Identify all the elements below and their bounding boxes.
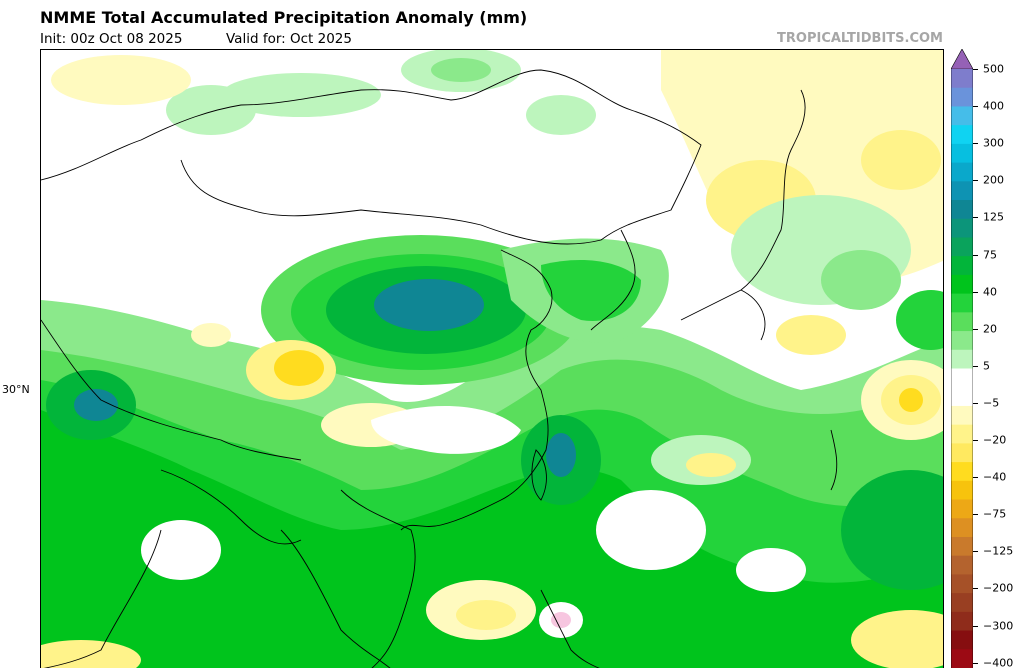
colorbar-segment: [951, 424, 973, 444]
colorbar-tick: [973, 402, 978, 404]
colorbar-segment: [951, 218, 973, 238]
colorbar-segment: [951, 387, 973, 407]
colorbar-segment: [951, 162, 973, 182]
colorbar-segment: [951, 69, 973, 89]
colorbar-tick: [973, 551, 978, 553]
colorbar: [950, 48, 974, 669]
colorbar-tick: [973, 588, 978, 590]
colorbar-tick-label: −75: [983, 507, 1007, 521]
colorbar-segment: [951, 480, 973, 501]
colorbar-tick-label: 5: [983, 359, 990, 373]
colorbar-tick-label: −200: [983, 581, 1014, 595]
colorbar-segment: [951, 293, 973, 313]
colorbar-segment: [951, 518, 973, 538]
colorbar-tick-label: 400: [983, 99, 1004, 113]
colorbar-tick: [973, 291, 978, 293]
colorbar-segment: [951, 536, 973, 557]
colorbar-tick: [973, 625, 978, 627]
colorbar-tick: [973, 69, 978, 70]
init-time-label: Init: 00z Oct 08 2025: [40, 31, 183, 47]
colorbar-segment: [951, 200, 973, 220]
colorbar-tick: [973, 477, 978, 479]
precipitation-anomaly-map: [40, 49, 944, 668]
coastlines: [41, 69, 838, 668]
colorbar-tick-label: −125: [983, 544, 1014, 558]
colorbar-segment: [951, 574, 973, 594]
colorbar-segment: [951, 499, 973, 519]
colorbar-tick: [973, 254, 978, 256]
colorbar-tick-label: −40: [983, 470, 1007, 484]
colorbar-tick-label: −400: [983, 656, 1014, 670]
colorbar-segment: [951, 443, 973, 463]
colorbar-tick: [973, 217, 978, 219]
colorbar-tick-label: 125: [983, 210, 1004, 224]
colorbar-tick: [973, 180, 978, 182]
colorbar-segment: [951, 649, 973, 669]
valid-time-label: Valid for: Oct 2025: [226, 31, 352, 47]
colorbar-segment: [951, 555, 973, 575]
colorbar-tick: [973, 440, 978, 441]
colorbar-tick-label: 300: [983, 136, 1004, 150]
colorbar-segment: [951, 143, 973, 164]
colorbar-tick: [973, 106, 978, 108]
colorbar-tick: [973, 143, 978, 145]
colorbar-tick-label: −20: [983, 433, 1007, 447]
colorbar-tick: [973, 514, 978, 516]
colorbar-segment: [951, 349, 973, 369]
colorbar-segment: [951, 630, 973, 650]
colorbar-tick-label: 200: [983, 173, 1004, 187]
colorbar-tick: [973, 662, 978, 664]
source-credit: TROPICALTIDBITS.COM: [777, 31, 943, 46]
colorbar-tick-label: −5: [983, 396, 1000, 410]
colorbar-top-arrow: [950, 48, 974, 70]
map-title: NMME Total Accumulated Precipitation Ano…: [40, 8, 528, 27]
colorbar-segment: [951, 87, 973, 107]
colorbar-tick-label: 75: [983, 248, 997, 261]
colorbar-segment: [951, 462, 973, 482]
colorbar-tick-label: −300: [983, 619, 1014, 632]
colorbar-segment: [951, 237, 973, 257]
colorbar-segment: [951, 256, 973, 276]
colorbar-tick: [973, 328, 978, 330]
colorbar-segment: [951, 611, 973, 632]
colorbar-tick-label: 40: [983, 285, 997, 299]
colorbar-tick-label: 500: [983, 62, 1004, 76]
colorbar-segment: [951, 125, 973, 145]
colorbar-segment: [951, 368, 973, 388]
colorbar-segment: [951, 593, 973, 613]
colorbar-segment: [951, 405, 973, 426]
colorbar-segment: [951, 312, 973, 332]
colorbar-tick: [973, 365, 978, 367]
colorbar-segment: [951, 274, 973, 295]
colorbar-segment: [951, 106, 973, 126]
colorbar-segment: [951, 331, 973, 351]
colorbar-segment: [951, 181, 973, 201]
colorbar-tick-label: 20: [983, 322, 997, 336]
latitude-label-30n: 30°N: [2, 383, 30, 396]
